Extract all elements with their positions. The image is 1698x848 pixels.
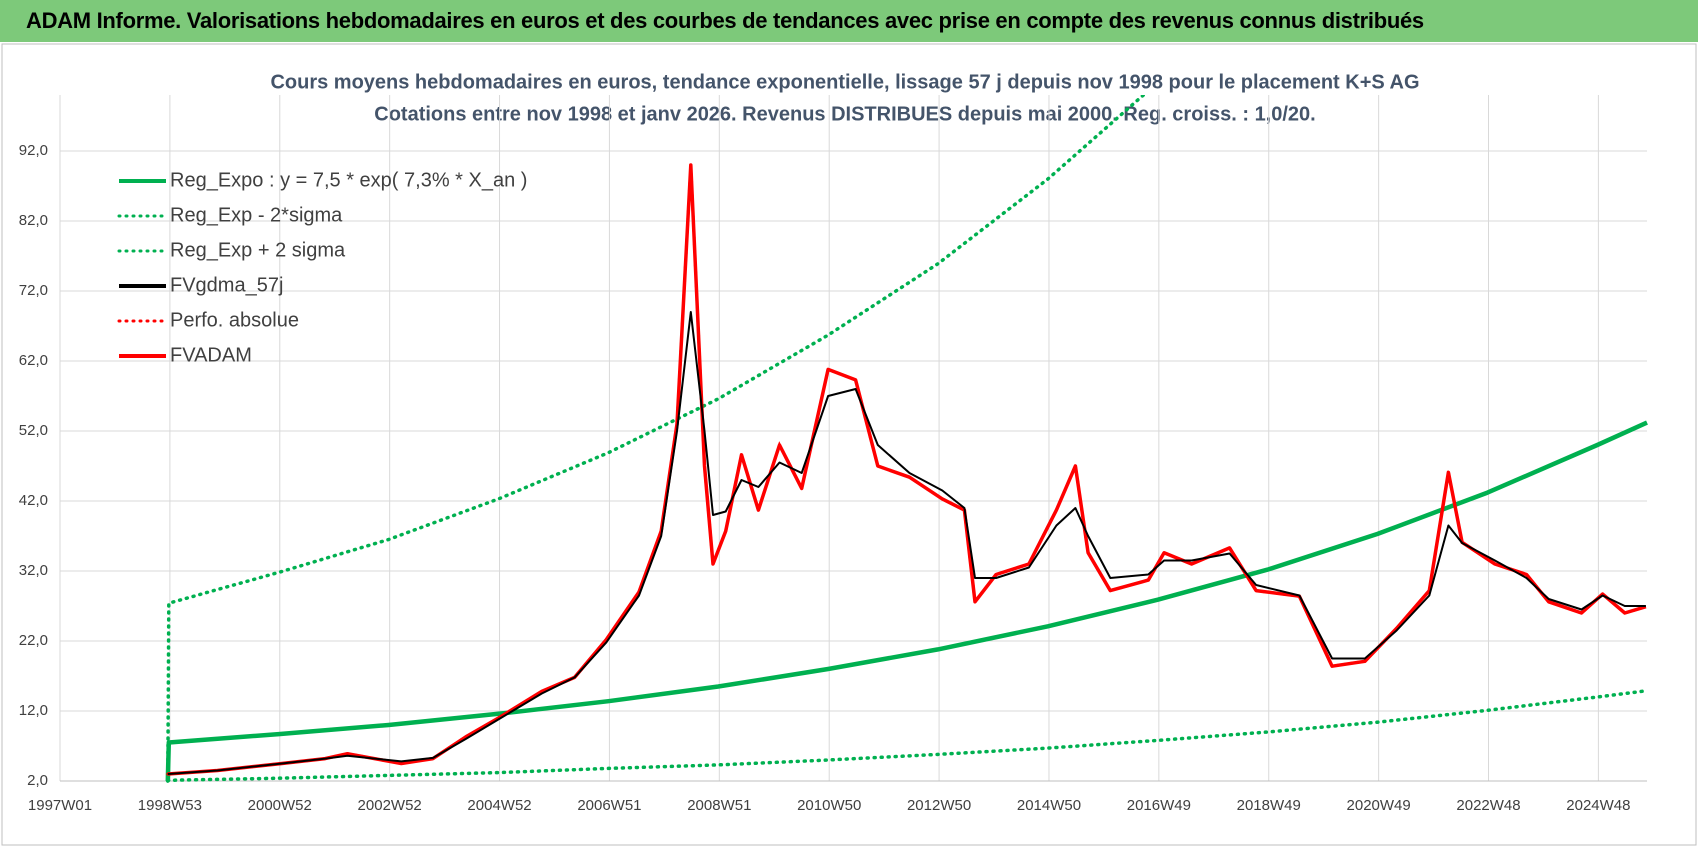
legend-label: Reg_Exp + 2 sigma: [170, 239, 346, 261]
chart-title: Cours moyens hebdomadaires en euros, ten…: [270, 71, 1419, 93]
chart-frame: [1, 43, 1697, 846]
series-line: [167, 311, 1646, 775]
x-tick-label: 2016W49: [1127, 797, 1191, 814]
y-tick-label: 22,0: [19, 632, 48, 649]
x-tick-label: 2018W49: [1237, 797, 1301, 814]
y-tick-label: 82,0: [19, 212, 48, 229]
y-tick-label: 72,0: [19, 282, 48, 299]
x-tick-label: 2022W48: [1456, 797, 1520, 814]
x-tick-label: 2020W49: [1347, 797, 1411, 814]
x-tick-label: 1997W01: [28, 797, 92, 814]
y-tick-label: 2,0: [27, 772, 48, 789]
series-line: [166, 95, 1147, 783]
chart: Cours moyens hebdomadaires en euros, ten…: [1, 43, 1697, 846]
series-line: [166, 688, 1648, 783]
x-tick-label: 2006W51: [577, 797, 641, 814]
x-tick-label: 1998W53: [138, 797, 202, 814]
y-tick-label: 92,0: [19, 142, 48, 159]
x-tick-label: 2004W52: [467, 797, 531, 814]
series-line: [167, 163, 1647, 776]
y-tick-label: 52,0: [19, 422, 48, 439]
x-tick-label: 2014W50: [1017, 797, 1081, 814]
x-tick-label: 2010W50: [797, 797, 861, 814]
x-tick-label: 2024W48: [1566, 797, 1630, 814]
x-tick-label: 2012W50: [907, 797, 971, 814]
legend-label: Perfo. absolue: [170, 309, 299, 331]
series-line: [165, 420, 1648, 782]
x-tick-label: 2008W51: [687, 797, 751, 814]
chart-subtitle: Cotations entre nov 1998 et janv 2026. R…: [374, 103, 1315, 125]
y-tick-label: 42,0: [19, 492, 48, 509]
legend-label: FVADAM: [170, 344, 252, 366]
page-header: ADAM Informe. Valorisations hebdomadaire…: [0, 0, 1698, 42]
x-tick-label: 2000W52: [248, 797, 312, 814]
y-tick-label: 32,0: [19, 562, 48, 579]
plot-area: [165, 95, 1648, 783]
legend-label: Reg_Expo : y = 7,5 * exp( 7,3% * X_an ): [170, 169, 527, 191]
legend-label: Reg_Exp - 2*sigma: [170, 204, 343, 226]
legend-label: FVgdma_57j: [170, 274, 283, 296]
y-tick-label: 12,0: [19, 702, 48, 719]
x-tick-label: 2002W52: [358, 797, 422, 814]
y-tick-label: 62,0: [19, 352, 48, 369]
